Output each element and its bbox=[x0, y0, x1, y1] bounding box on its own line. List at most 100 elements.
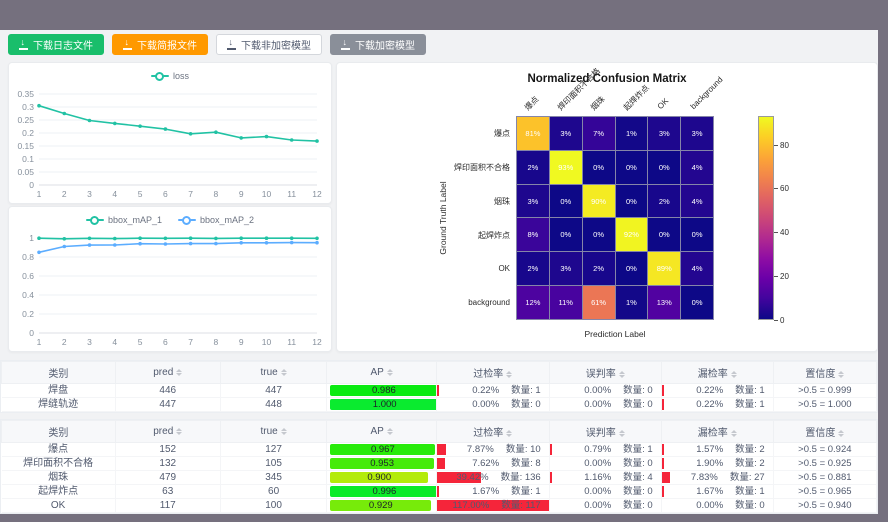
matrix-cell: 4% bbox=[681, 252, 713, 286]
download-icon bbox=[227, 37, 236, 50]
ap-cell: 0.900 bbox=[326, 470, 437, 485]
sort-icon[interactable] bbox=[730, 370, 737, 378]
true-cell: 105 bbox=[220, 456, 328, 471]
table-row: 焊缝轨迹 447 448 1.000 0.00% 数量: 0 0.00% 数量: 0 0.22%… bbox=[1, 397, 878, 412]
table-row: 烟珠 479 345 0.900 39.42% 数量: 136 1.16% 数量: 4 7.83… bbox=[1, 470, 878, 485]
col-header-label: 置信度 bbox=[805, 428, 836, 439]
rate-percent: 1.57% bbox=[696, 444, 724, 455]
mis-rate-cell: 0.00% 数量: 0 bbox=[549, 484, 662, 499]
rate-count: 数量: 0 bbox=[735, 500, 765, 511]
confidence-cell: >0.5 = 0.924 bbox=[773, 442, 878, 457]
matrix-cell: 0% bbox=[582, 218, 615, 252]
matrix-cell: 81% bbox=[517, 117, 549, 150]
col-header-label: pred bbox=[153, 426, 174, 437]
ap-bar: 0.996 bbox=[330, 486, 436, 497]
matrix-cell: 3% bbox=[549, 117, 582, 150]
col-header-ap[interactable]: AP bbox=[326, 361, 437, 384]
true-cell: 345 bbox=[220, 470, 328, 485]
confidence-cell: >0.5 = 0.999 bbox=[773, 383, 878, 398]
rate-percent: 0.00% bbox=[696, 500, 724, 511]
col-header-miss[interactable]: 漏检率 bbox=[660, 361, 774, 384]
col-header-ap[interactable]: AP bbox=[326, 420, 437, 443]
col-header-label: AP bbox=[370, 367, 384, 378]
col-header-over[interactable]: 过检率 bbox=[435, 361, 550, 384]
sort-icon[interactable] bbox=[618, 429, 625, 437]
col-header-pred[interactable]: pred bbox=[114, 420, 221, 443]
matrix-cell: 89% bbox=[648, 252, 681, 286]
svg-text:0.3: 0.3 bbox=[22, 102, 34, 112]
sort-icon[interactable] bbox=[838, 370, 845, 378]
col-header-miss[interactable]: 漏检率 bbox=[660, 420, 774, 443]
rate-percent: 7.87% bbox=[466, 444, 494, 455]
legend-item-bbox_mAP_2[interactable]: bbox_mAP_2 bbox=[178, 215, 254, 225]
miss-rate-cell: 0.22% 数量: 1 bbox=[661, 383, 774, 398]
svg-text:0.8: 0.8 bbox=[22, 252, 34, 262]
rate-bar bbox=[436, 385, 439, 396]
matrix-cell: 3% bbox=[549, 252, 582, 286]
confidence-cell: >0.5 = 0.881 bbox=[773, 470, 878, 485]
rate-count: 数量: 0 bbox=[623, 385, 653, 396]
sort-icon[interactable] bbox=[280, 427, 287, 435]
ap-bar: 1.000 bbox=[330, 399, 436, 410]
sort-icon[interactable] bbox=[506, 429, 513, 437]
col-header-true[interactable]: true bbox=[219, 420, 328, 443]
rate-bar bbox=[549, 444, 552, 455]
matrix-cell: 92% bbox=[615, 218, 648, 252]
over-rate-cell: 7.87% 数量: 10 bbox=[436, 442, 550, 457]
download-log-button[interactable]: 下载日志文件 bbox=[8, 34, 104, 55]
matrix-cell: 4% bbox=[681, 184, 713, 218]
matrix-cell: 13% bbox=[648, 286, 681, 319]
matrix-cell: 2% bbox=[517, 150, 549, 184]
sort-icon[interactable] bbox=[386, 368, 393, 376]
table-row: 焊盘 446 447 0.986 0.22% 数量: 1 0.00% 数量: 0 0.22% 数量… bbox=[1, 383, 878, 398]
rate-bar bbox=[436, 500, 549, 511]
sort-icon[interactable] bbox=[280, 368, 287, 376]
ap-bar: 0.900 bbox=[330, 472, 428, 483]
svg-text:9: 9 bbox=[239, 189, 244, 199]
col-header-mis[interactable]: 误判率 bbox=[548, 420, 662, 443]
col-header-class: 类别 bbox=[1, 361, 116, 384]
miss-rate-cell: 1.67% 数量: 1 bbox=[661, 484, 774, 499]
rate-percent: 0.00% bbox=[584, 399, 612, 410]
sort-icon[interactable] bbox=[176, 427, 183, 435]
col-header-true[interactable]: true bbox=[219, 361, 328, 384]
rate-percent: 0.00% bbox=[584, 500, 612, 511]
ap-cell: 0.967 bbox=[326, 442, 437, 457]
col-header-conf[interactable]: 置信度 bbox=[772, 420, 878, 443]
sort-icon[interactable] bbox=[730, 429, 737, 437]
col-header-over[interactable]: 过检率 bbox=[435, 420, 550, 443]
legend-label: loss bbox=[172, 71, 189, 81]
class-cell: 焊盘 bbox=[1, 383, 116, 398]
rate-count: 数量: 1 bbox=[735, 486, 765, 497]
rate-percent: 7.62% bbox=[472, 458, 500, 469]
ap-cell: 0.986 bbox=[326, 383, 437, 398]
sort-icon[interactable] bbox=[386, 427, 393, 435]
sort-icon[interactable] bbox=[176, 368, 183, 376]
sort-icon[interactable] bbox=[838, 429, 845, 437]
legend-item-loss[interactable]: loss bbox=[150, 71, 189, 81]
col-header-conf[interactable]: 置信度 bbox=[772, 361, 878, 384]
rate-count: 数量: 0 bbox=[511, 399, 541, 410]
col-header-label: 漏检率 bbox=[697, 428, 728, 439]
rate-percent: 7.83% bbox=[690, 472, 718, 483]
rate-count: 数量: 10 bbox=[505, 444, 541, 455]
svg-text:2: 2 bbox=[62, 337, 67, 347]
col-header-mis[interactable]: 误判率 bbox=[548, 361, 662, 384]
matrix-cell: 0% bbox=[615, 252, 648, 286]
matrix-cell: 0% bbox=[681, 218, 713, 252]
svg-text:0.25: 0.25 bbox=[17, 115, 34, 125]
ap-cell: 0.953 bbox=[326, 456, 437, 471]
matrix-cell: 1% bbox=[615, 117, 648, 150]
matrix-cell: 0% bbox=[681, 286, 713, 319]
legend-item-bbox_mAP_1[interactable]: bbox_mAP_1 bbox=[85, 215, 162, 225]
sort-icon[interactable] bbox=[618, 370, 625, 378]
miss-rate-cell: 1.90% 数量: 2 bbox=[661, 456, 774, 471]
download-unencrypted-model-button[interactable]: 下载非加密模型 bbox=[216, 34, 322, 55]
download-report-button[interactable]: 下载简报文件 bbox=[112, 34, 208, 55]
sort-icon[interactable] bbox=[506, 370, 513, 378]
col-header-pred[interactable]: pred bbox=[114, 361, 221, 384]
rate-percent: 0.00% bbox=[584, 385, 612, 396]
rate-count: 数量: 1 bbox=[623, 444, 653, 455]
download-encrypted-model-button[interactable]: 下载加密模型 bbox=[330, 34, 426, 55]
col-header-label: 漏检率 bbox=[697, 369, 728, 380]
